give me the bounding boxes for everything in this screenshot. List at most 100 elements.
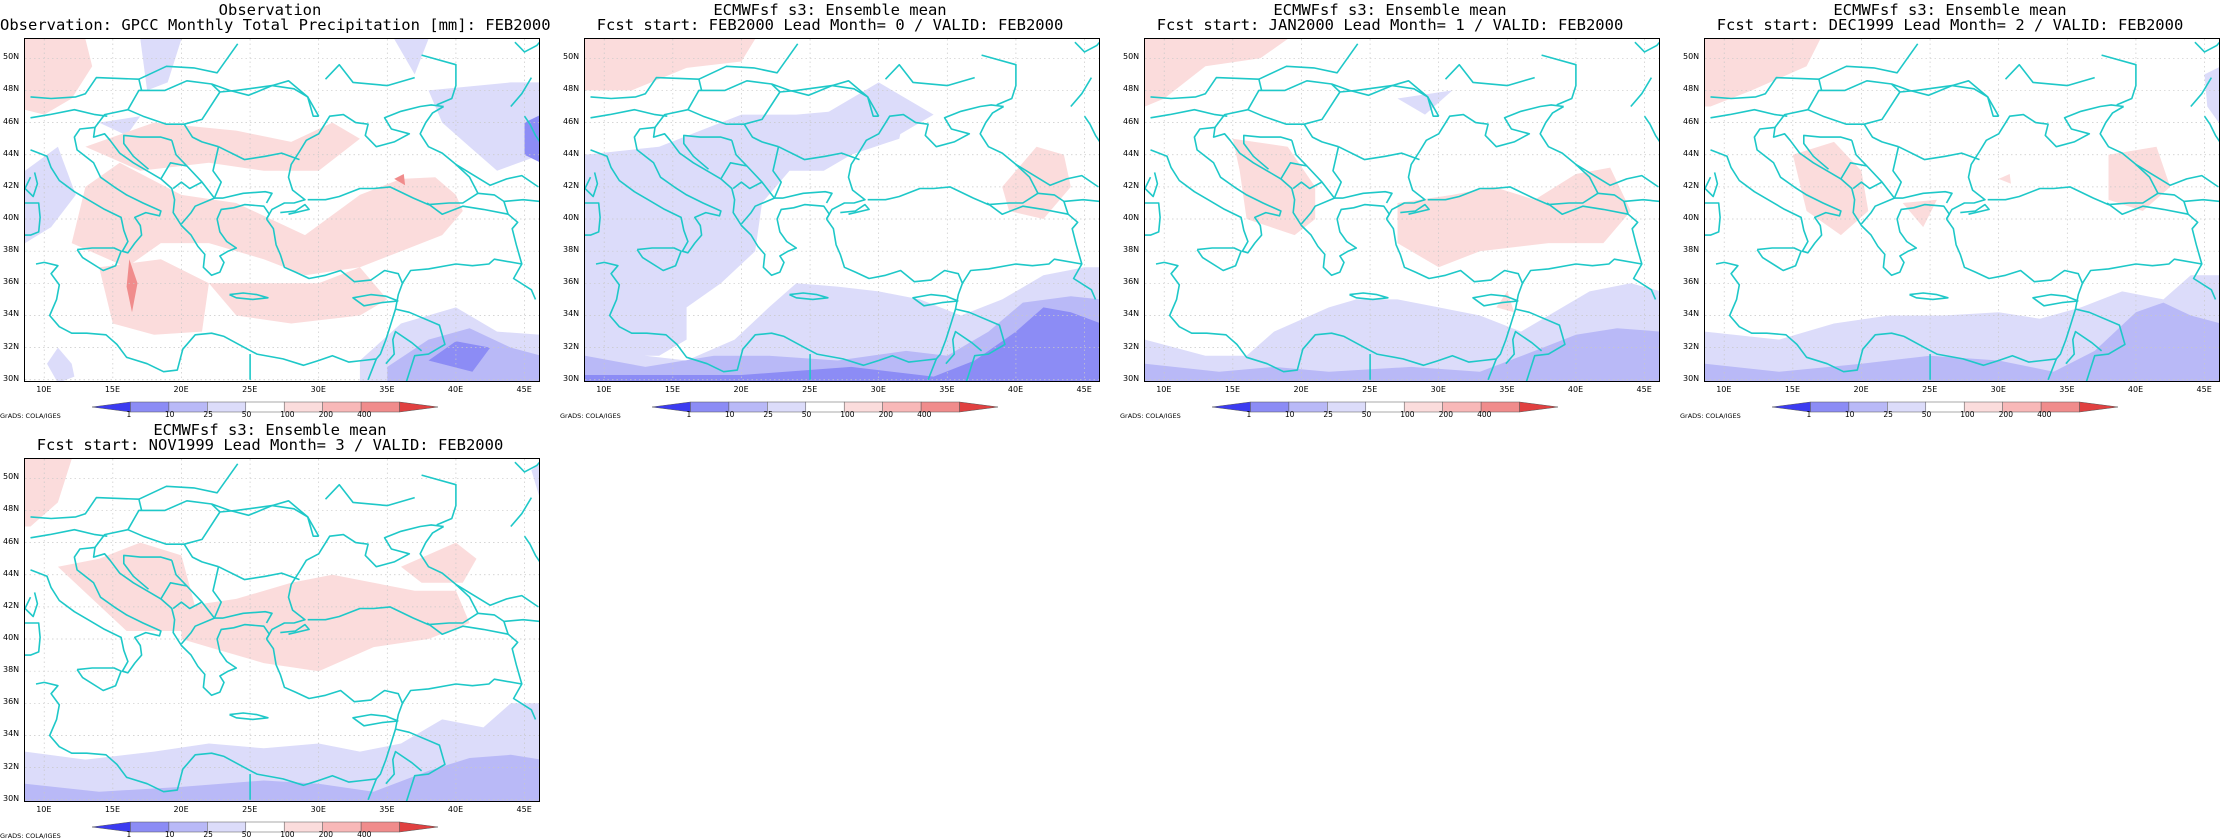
coastline [1303, 123, 1339, 148]
coastline [30, 528, 108, 539]
coastline [654, 108, 689, 128]
coastline [1196, 247, 1242, 272]
colorbar-label: 200 [878, 410, 893, 419]
coastline [477, 612, 539, 623]
coastline [367, 778, 378, 801]
coastline [523, 535, 539, 562]
map-canvas [25, 39, 539, 381]
coastline [1891, 83, 1953, 97]
colorbar-swatch [91, 821, 131, 833]
panel-subtitle: Fcst start: DEC1999 Lead Month= 2 / VALI… [1716, 16, 2184, 34]
coastline [590, 108, 668, 119]
colorbar-label: 1 [126, 830, 132, 839]
lat-tick-label: 34N [1123, 309, 1140, 319]
panel-title: ECMWFsf s3: Ensemble mean [1833, 1, 2067, 19]
lat-tick-label: 42N [3, 180, 20, 190]
dry-anomaly-area [524, 115, 539, 162]
coastline [1332, 146, 1393, 204]
coastline [1472, 293, 1519, 307]
map-canvas [25, 459, 539, 801]
colorbar-swatch [767, 401, 807, 413]
colorbar-swatch [168, 401, 208, 413]
lat-tick-label: 30N [1123, 373, 1140, 383]
map-area [24, 458, 540, 802]
colorbar-swatch [1810, 401, 1850, 413]
coastline [1214, 108, 1249, 128]
colorbar-label: 100 [1400, 410, 1415, 419]
wet-anomaly-area [1705, 39, 1821, 107]
coastline [1541, 54, 1577, 106]
map-area [584, 38, 1100, 382]
coastline [25, 202, 41, 236]
coastline [1630, 77, 1653, 108]
lat-tick-label: 34N [563, 309, 580, 319]
coastline [180, 601, 216, 645]
dry-anomaly-area [823, 82, 934, 139]
colorbar-swatch [245, 401, 285, 413]
lat-tick-label: 38N [3, 665, 20, 675]
coastline [426, 202, 509, 215]
lat-tick-label: 32N [3, 761, 20, 771]
colorbar-swatch [1211, 401, 1251, 413]
lon-tick-label: 20E [173, 385, 189, 394]
wet-anomaly-area [401, 542, 477, 583]
colorbar-label: 200 [318, 830, 333, 839]
map-panel: ECMWFsf s3: Ensemble mean Fcst start: NOV… [0, 420, 560, 840]
coastline [1705, 172, 1719, 198]
coastline [123, 134, 173, 170]
coastline [1331, 83, 1393, 97]
coastline [1083, 115, 1099, 142]
lon-tick-label: 35E [1499, 385, 1515, 394]
lon-tick-label: 35E [939, 385, 955, 394]
coastline [1212, 127, 1391, 277]
coastline [986, 202, 1069, 215]
lon-tick-label: 30E [1430, 385, 1446, 394]
coastline [271, 79, 319, 117]
panel-subtitle: Fcst start: FEB2000 Lead Month= 0 / VALI… [596, 16, 1064, 34]
wet-anomaly-area [394, 174, 406, 186]
coastline [1521, 258, 1657, 300]
coastline [421, 54, 457, 106]
coastline [218, 145, 300, 161]
lat-tick-label: 36N [3, 277, 20, 287]
wet-anomaly-area [1002, 146, 1071, 219]
lat-tick-label: 30N [563, 373, 580, 383]
coastline [35, 218, 404, 373]
colorbar-label: 25 [763, 410, 773, 419]
lon-tick-label: 45E [1076, 385, 1092, 394]
coastline [590, 126, 722, 254]
coastline [732, 165, 763, 190]
colorbar-label: 25 [203, 830, 213, 839]
colorbar-label: 100 [280, 830, 295, 839]
dry-anomaly-area [1397, 90, 1453, 115]
coastline [912, 293, 959, 307]
colorbar-swatch [1365, 401, 1405, 413]
map-panel: ECMWFsf s3: Ensemble mean Fcst start: DEC… [1680, 0, 2240, 420]
lon-tick-label: 25E [242, 805, 258, 814]
coastline [92, 127, 271, 277]
colorbar [651, 398, 999, 413]
dry-anomaly-area [1705, 302, 2219, 381]
grads-credit: GrADS: COLA/IGES [1680, 412, 1741, 420]
coastline [265, 524, 444, 640]
colorbar-swatch [207, 401, 247, 413]
grads-credit: GrADS: COLA/IGES [1120, 412, 1181, 420]
lon-tick-label: 10E [596, 385, 612, 394]
dry-anomaly-area [428, 82, 539, 171]
coastline [324, 483, 415, 507]
coastline [1150, 126, 1282, 254]
coastline [1505, 330, 1543, 365]
coastline [94, 108, 129, 128]
coastline [636, 247, 682, 272]
lat-tick-label: 44N [3, 568, 20, 578]
coastline [30, 496, 143, 520]
coastline [1074, 41, 1099, 53]
lat-tick-label: 32N [3, 341, 20, 351]
colorbar-swatch [1771, 401, 1811, 413]
coastline [585, 172, 599, 198]
coastline [1575, 163, 1659, 188]
coastline [30, 126, 162, 254]
colorbar-label: 200 [1438, 410, 1453, 419]
colorbar-label: 10 [1284, 410, 1295, 419]
coastline [1487, 358, 1498, 381]
